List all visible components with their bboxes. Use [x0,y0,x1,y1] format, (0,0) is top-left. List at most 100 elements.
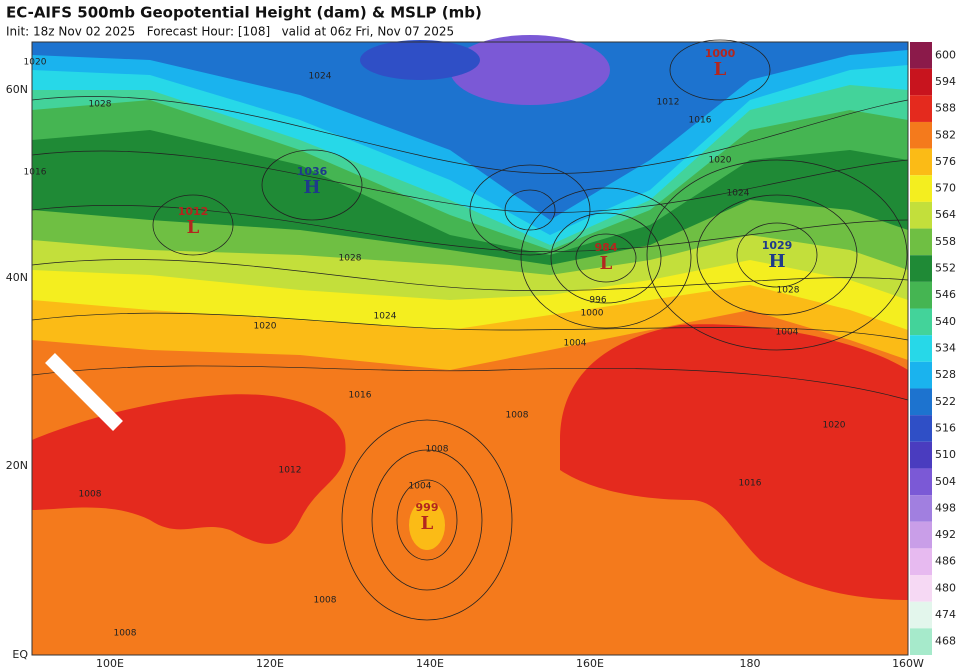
subtitle: Init: 18z Nov 02 2025 Forecast Hour: [10… [6,25,454,39]
band [409,500,445,550]
lon-label: 160E [576,657,604,670]
contour-label: 1028 [89,100,112,110]
colorbar-swatch [910,281,932,309]
colorbar-label: 576 [935,155,956,168]
colorbar-swatch [910,148,932,176]
contour-label: 1008 [506,411,529,421]
center-letter: H [303,177,320,198]
contour [646,159,908,351]
contour [152,194,234,256]
colorbar-swatch [910,95,932,122]
contour-label: 1012 [657,98,680,108]
contour-label: 1016 [689,116,712,126]
contour [31,365,909,401]
colorbar-label: 540 [935,315,956,328]
colorbar-swatch [910,388,932,416]
lon-label: 100E [96,657,124,670]
colorbar-label: 528 [935,368,956,381]
contour [669,39,771,101]
contour-label: 996 [589,296,606,306]
map-area: 1020 1024 1028 1016 1008 1008 1012 1016 1020 1024… [24,35,909,655]
colorbar-swatch [910,441,932,469]
colorbar-swatch [910,68,932,96]
center-letter: L [187,217,200,238]
contour [575,233,637,283]
lon-label: 120E [256,657,284,670]
colorbar-swatch [910,335,932,362]
lat-label: EQ [12,648,28,661]
colorbar-label: 600 [935,48,956,61]
colorbar-label: 534 [935,342,956,355]
colorbar-swatch [910,521,932,549]
colorbar-swatch [910,255,932,282]
contour [736,222,818,288]
band [560,324,908,600]
band [32,394,346,544]
lon-label: 160W [892,657,924,670]
contour-label: 1020 [709,156,732,166]
band [360,40,480,80]
contour-label: 1012 [279,466,302,476]
colorbar-label: 498 [935,501,956,514]
center-letter: L [714,59,727,80]
colorbar-label: 558 [935,235,956,248]
contour-label: 1028 [777,286,800,296]
contour-label: 1024 [727,189,750,199]
center-value: 1029 [762,239,793,252]
colorbar-label: 588 [935,102,956,115]
colorbar-label: 582 [935,128,956,141]
colorbar-label: 510 [935,448,956,461]
contour-label: 1000 [581,309,604,319]
colorbar-swatch [910,495,932,522]
colorbar-label: 468 [935,635,956,648]
lat-label: 40N [6,271,28,284]
overlay-bar [45,353,123,431]
contour [31,259,909,292]
map-frame [31,41,909,656]
band [450,35,610,105]
center-value: 1012 [178,205,209,218]
title: EC-AIFS 500mb Geopotential Height (dam) … [6,4,482,22]
colorbar-label: 504 [935,475,956,488]
colorbar-label: 492 [935,528,956,541]
colorbar-swatch [910,548,932,576]
contour-label: 1008 [79,490,102,500]
contour [469,164,591,256]
contour [341,419,513,621]
contour-label: 1004 [409,482,432,492]
colorbar-label: 546 [935,288,956,301]
lon-label: 180 [740,657,761,670]
colorbar-label: 516 [935,421,956,434]
contour [504,189,556,231]
contour-label: 1008 [426,445,449,455]
center-value: 1000 [705,47,736,60]
lon-label: 140E [416,657,444,670]
colorbar-swatch [910,628,932,655]
contour [550,212,662,304]
colorbar-label: 486 [935,555,956,568]
contour-label: 1024 [374,312,397,322]
contour [31,150,909,213]
contour-label: 1016 [349,391,372,401]
colorbar-label: 570 [935,182,956,195]
contour [31,312,909,341]
colorbar-label: 594 [935,75,956,88]
colorbar-label: 522 [935,395,956,408]
colorbar-swatch [910,121,932,149]
contour-label: 1008 [114,629,137,639]
center-value: 999 [416,501,439,514]
colorbar-swatch [910,201,932,229]
colorbar-swatch [910,42,932,69]
contour [396,479,458,561]
contour [31,96,909,174]
colorbar-swatch [910,575,932,602]
center-letter: L [421,513,434,534]
contour-label: 1028 [339,254,362,264]
colorbar-swatch [910,361,932,389]
colorbar-swatch [910,415,932,442]
center-letter: H [768,251,785,272]
contour-label: 1020 [24,58,47,68]
center-value: 1036 [297,165,328,178]
lat-label: 60N [6,83,28,96]
